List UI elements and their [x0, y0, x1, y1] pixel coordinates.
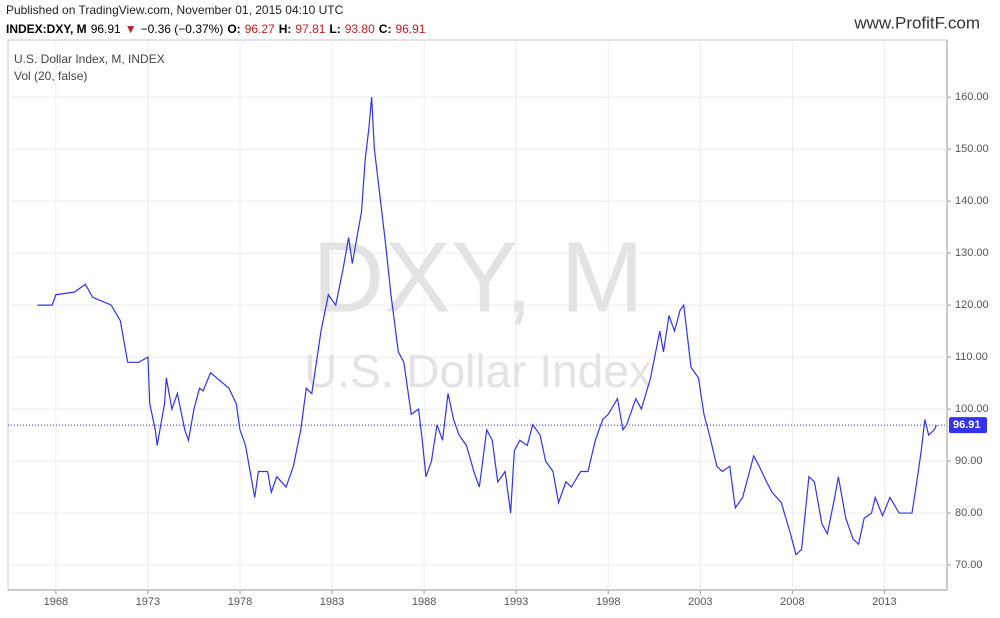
plot-frame — [7, 39, 948, 591]
ticker-part: 93.80 — [345, 22, 375, 36]
y-tick-label: 70.00 — [955, 559, 983, 571]
grid-layer — [8, 40, 947, 590]
ticker-part: L: — [329, 22, 340, 36]
x-tick-label: 1978 — [228, 596, 252, 608]
x-tick-label: 1973 — [136, 596, 160, 608]
ticker-part: 96.27 — [245, 22, 275, 36]
x-tick-label: 2003 — [688, 596, 712, 608]
watermark-symbol: DXY, M — [312, 221, 644, 333]
y-tick-label: 120.00 — [955, 299, 989, 311]
last-price-label: 96.91 — [953, 419, 981, 431]
y-tick-label: 90.00 — [955, 455, 983, 467]
published-note: Published on TradingView.com, November 0… — [6, 3, 344, 17]
ticker-part: ▼ — [125, 22, 137, 36]
x-tick-label: 2013 — [872, 596, 896, 608]
x-tick-label: 1998 — [596, 596, 620, 608]
ticker-part: C: — [379, 22, 392, 36]
x-tick-label: 2008 — [780, 596, 804, 608]
chart-subtitle: Vol (20, false) — [14, 69, 87, 83]
y-tick-label: 80.00 — [955, 507, 983, 519]
last-price-box — [949, 417, 987, 434]
x-tick-label: 1968 — [44, 596, 68, 608]
ticker-part: 97.81 — [295, 22, 325, 36]
y-tick-label: 110.00 — [955, 351, 988, 363]
y-tick-label: 150.00 — [955, 143, 989, 155]
ticker-part: H: — [279, 22, 292, 36]
logo: www.ProfitF.com — [853, 13, 980, 32]
y-tick-label: 140.00 — [955, 195, 989, 207]
price-line — [37, 97, 938, 556]
y-tick-label: 100.00 — [955, 403, 989, 415]
x-tick-label: 1993 — [504, 596, 528, 608]
ticker-part: INDEX:DXY, M — [6, 22, 87, 36]
chart-title: U.S. Dollar Index, M, INDEX — [14, 52, 165, 66]
y-tick-label: 130.00 — [955, 247, 989, 259]
ticker-part: O: — [227, 22, 240, 36]
ticker-line: INDEX:DXY, M 96.91 ▼ −0.36 (−0.37%) O: 96.27 H… — [6, 22, 426, 36]
watermark-name: U.S. Dollar Index — [304, 345, 652, 397]
ticker-part: 96.91 — [395, 22, 425, 36]
y-tick-label: 160.00 — [955, 91, 989, 103]
x-tick-label: 1988 — [412, 596, 436, 608]
x-tick-label: 1983 — [320, 596, 344, 608]
ticker-part: 96.91 — [91, 22, 121, 36]
ticker-part: −0.36 (−0.37%) — [141, 22, 224, 36]
